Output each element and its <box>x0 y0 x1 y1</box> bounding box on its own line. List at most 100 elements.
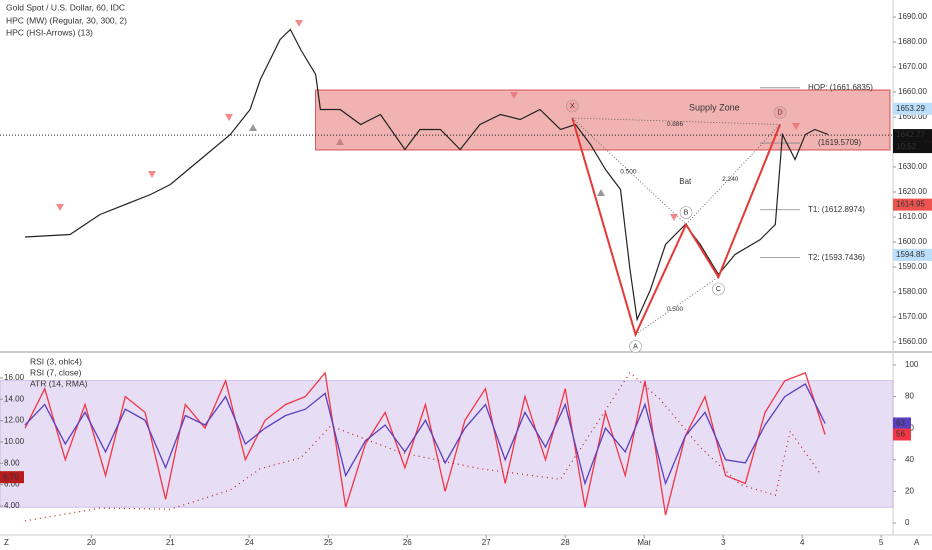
y-tick-label: 1690.00 <box>898 12 927 21</box>
price-tag: 1653.29 <box>893 102 932 115</box>
y-tick-label: 1650.00 <box>898 112 927 121</box>
pattern-ratio: 0.886 <box>667 121 684 128</box>
atr-tag-bg <box>0 471 24 484</box>
y-tick-label: 1600.00 <box>898 237 927 246</box>
target-label: (1619.5709) <box>818 138 861 147</box>
y-tick-label: 1580.00 <box>898 287 927 296</box>
countdown-tag-bg <box>893 141 932 154</box>
last-price-tag-bg <box>893 129 932 142</box>
pattern-point-badge <box>773 106 787 119</box>
y-tick-label: 40 <box>905 455 914 464</box>
atr-tag-text: 6.70 <box>3 472 19 481</box>
y-tick-label: 1680.00 <box>898 37 927 46</box>
rsi-tag-text: 56 <box>896 430 905 439</box>
rsi-line <box>24 382 826 486</box>
signal-arrow <box>670 214 678 221</box>
y2-tick-label: 6.00 <box>4 480 20 489</box>
last-price-tag-text: 1642.77 <box>896 130 925 139</box>
y-tick-label: 1560.00 <box>898 337 927 346</box>
y-tick-label: 1670.00 <box>898 62 927 71</box>
signal-arrow <box>597 189 605 196</box>
x-tick-label: 3 <box>721 538 726 547</box>
countdown-tag: 10:52 <box>893 141 932 154</box>
pattern-point-label: C <box>716 286 721 293</box>
pattern-point-badge <box>566 99 579 113</box>
price-tag: 1594.85 <box>893 248 932 261</box>
y2-tick-label: 14.00 <box>4 394 25 403</box>
pattern-point-label: A <box>633 343 638 350</box>
legend-entry: HPC (MW) (Regular, 30, 300, 2) <box>6 15 127 25</box>
y-tick-label: 1610.00 <box>898 212 927 221</box>
y-tick-label: 20 <box>905 486 914 495</box>
x-tick-label: 28 <box>561 538 570 547</box>
signal-arrow <box>56 204 64 211</box>
pattern-point-badge <box>712 282 725 296</box>
pattern-ratio-line <box>635 276 719 335</box>
rsi-tag-bg <box>893 428 911 441</box>
target-label: HOP: (1661.6835) <box>808 83 873 92</box>
pattern-point-label: B <box>684 209 689 216</box>
pattern-ratio: 0.500 <box>620 169 637 176</box>
price-tag-text: 1594.85 <box>896 250 925 259</box>
price-line <box>24 28 829 322</box>
rsi-tag: 56 <box>893 428 911 441</box>
y2-tick-label: 8.00 <box>4 458 20 467</box>
y2-tick-label: 16.00 <box>4 373 25 382</box>
legend-entry: RSI (7, close) <box>30 367 82 377</box>
legend-entry: RSI (3, ohlc4) <box>30 356 82 366</box>
countdown-tag-text: 10:52 <box>896 142 917 151</box>
y2-tick-label: 10.00 <box>4 437 25 446</box>
y-tick-label: 1590.00 <box>898 262 927 271</box>
pattern-line <box>571 117 781 338</box>
pattern-ratio: 2.240 <box>722 176 739 183</box>
signal-arrow <box>225 114 233 121</box>
pattern-point-label: D <box>778 109 783 116</box>
target-label: T2: (1593.7436) <box>808 253 865 262</box>
y-tick-label: 0 <box>905 518 910 527</box>
rsi-tag: 63 <box>893 417 911 430</box>
y-tick-label: 1630.00 <box>898 162 927 171</box>
legend-entry: HPC (HSI-Arrows) (13) <box>6 27 93 37</box>
y-tick-label: 1660.00 <box>898 87 927 96</box>
signal-arrow <box>295 20 303 27</box>
price-tag: 1614.95 <box>893 198 932 211</box>
legend-entry: ATR (14, RMA) <box>30 378 88 388</box>
x-tick-label: 24 <box>245 538 254 547</box>
signal-arrow <box>249 124 257 131</box>
zone-label: Supply Zone <box>689 102 740 112</box>
price-tag-bg <box>893 102 932 115</box>
x-tick-label: 27 <box>482 538 491 547</box>
x-tick-label: 4 <box>800 538 805 547</box>
x-tick-label: Mar <box>637 538 651 547</box>
rsi-tag-text: 63 <box>896 419 905 428</box>
x-tick-label: 26 <box>403 538 412 547</box>
chart-title: Gold Spot / U.S. Dollar, 60, IDC <box>6 2 125 12</box>
y-tick-label: 100 <box>905 360 919 369</box>
price-tag-bg <box>893 248 932 261</box>
price-tag-text: 1653.29 <box>896 104 925 113</box>
x-tick-label: 21 <box>166 538 175 547</box>
last-price-tag: 1642.77 <box>893 129 932 142</box>
y-tick-label: 1570.00 <box>898 312 927 321</box>
pattern-point-badge <box>679 206 693 219</box>
ui-icon[interactable]: Z <box>4 538 9 547</box>
y2-tick-label: 12.00 <box>4 416 25 425</box>
y-tick-label: 80 <box>905 392 914 401</box>
pattern-ratio-line <box>572 117 687 225</box>
x-tick-label: 20 <box>87 538 96 547</box>
y2-tick-label: 4.00 <box>4 501 20 510</box>
atr-tag: 6.70 <box>0 471 24 484</box>
pattern-point-badge <box>629 340 642 353</box>
ui-icon[interactable]: A <box>914 538 920 547</box>
pattern-ratio: 0.500 <box>667 306 684 313</box>
target-label: T1: (1612.8974) <box>808 205 865 214</box>
pattern-ratio-line <box>685 124 781 225</box>
price-tag-text: 1614.95 <box>896 200 925 209</box>
x-tick-label: 25 <box>324 538 333 547</box>
supply-zone <box>315 89 891 151</box>
x-tick-label: 5 <box>879 538 884 547</box>
y-tick-label: 1620.00 <box>898 187 927 196</box>
signal-arrow <box>148 171 156 178</box>
pattern-point-label: X <box>570 103 575 110</box>
